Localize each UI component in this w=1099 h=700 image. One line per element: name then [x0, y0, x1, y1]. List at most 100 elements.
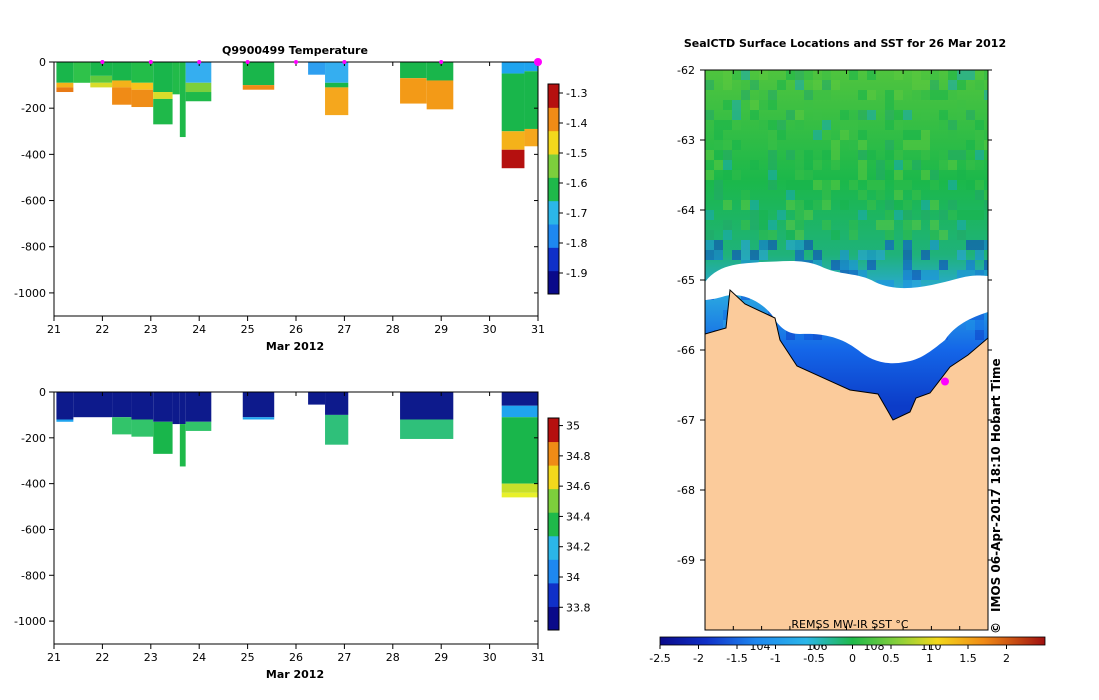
sst-pixel [768, 180, 777, 190]
sst-pixel [813, 330, 822, 340]
sst-pixel [939, 230, 948, 240]
sst-pixel [840, 200, 849, 210]
sst-pixel [975, 250, 984, 260]
sst-pixel [876, 250, 885, 260]
profile-position-marker [439, 60, 444, 64]
x-tick-label: 31 [531, 651, 545, 664]
sst-pixel [786, 240, 795, 250]
temperature-profile-cell [185, 82, 212, 93]
sst-pixel [795, 170, 804, 180]
sst-pixel [714, 140, 723, 150]
sst-pixel [984, 200, 988, 210]
sst-pixel [903, 140, 912, 150]
temperature-profile-cell [112, 87, 132, 105]
sst-pixel [723, 80, 732, 90]
salinity-profile-cell [501, 392, 538, 406]
x-tick-label: 24 [192, 323, 206, 336]
sst-pixel [822, 180, 831, 190]
colorbar-tick-label: -1.3 [566, 87, 587, 100]
salinity-profile-cell [325, 414, 349, 445]
temperature-profile-cell [524, 128, 538, 147]
y-tick-label: -200 [21, 432, 46, 445]
colorbar-tick-label: 35 [566, 420, 580, 433]
sst-pixel [957, 230, 966, 240]
sst-pixel [723, 120, 732, 130]
sst-pixel [885, 170, 894, 180]
temperature-profile-cell [426, 80, 454, 110]
temperature-profile-cell [325, 62, 349, 83]
sst-pixel [759, 240, 768, 250]
sst-pixel [714, 180, 723, 190]
sst-pixel [831, 180, 840, 190]
sst-pixel [894, 110, 903, 120]
sst-colorbar [659, 636, 1046, 646]
sst-pixel [966, 210, 975, 220]
sst-pixel [867, 250, 876, 260]
colorbar-segment [548, 488, 559, 513]
colorbar-tick-label: 34 [566, 571, 580, 584]
sst-pixel [741, 240, 750, 250]
sst-pixel [912, 190, 921, 200]
sst-colorbar-tick-label: 0.5 [882, 652, 900, 665]
sst-pixel [930, 230, 939, 240]
temperature-profile-cell [185, 62, 212, 83]
salinity-profile-cell [172, 392, 180, 425]
sst-pixel [705, 110, 714, 120]
sst-pixel [957, 270, 966, 280]
sst-pixel [741, 70, 750, 80]
sst-pixel [975, 190, 984, 200]
colorbar-tick-label: -1.9 [566, 267, 587, 280]
colorbar-segment [548, 512, 559, 537]
sst-pixel [903, 280, 912, 290]
sst-pixel [912, 160, 921, 170]
sst-pixel [903, 130, 912, 140]
sst-pixel [894, 70, 903, 80]
sst-pixel [768, 120, 777, 130]
colorbar-segment [548, 177, 559, 202]
map-field [705, 70, 988, 630]
y-tick-label: 0 [39, 56, 46, 69]
sst-pixel [723, 70, 732, 80]
sst-pixel [876, 190, 885, 200]
sst-pixel [732, 170, 741, 180]
temperature-profile-cell [185, 92, 212, 102]
salinity-colorbar-frame [547, 417, 560, 631]
sst-pixel [876, 170, 885, 180]
sst-pixel [939, 260, 948, 270]
sst-pixel [975, 130, 984, 140]
sst-pixel [912, 220, 921, 230]
sst-pixel [966, 260, 975, 270]
sst-pixel [903, 220, 912, 230]
sst-pixel [831, 150, 840, 160]
sst-pixel [705, 250, 714, 260]
colorbar-tick-label: -1.6 [566, 177, 587, 190]
sst-pixel [903, 210, 912, 220]
sst-pixel [822, 90, 831, 100]
lat-tick-label: -66 [677, 344, 695, 357]
sst-pixel [840, 130, 849, 140]
sst-pixel [786, 180, 795, 190]
sst-pixel [984, 140, 988, 150]
salinity-profile-cell [501, 483, 538, 493]
sst-pixel [750, 100, 759, 110]
sst-pixel [849, 260, 858, 270]
sst-pixel [921, 210, 930, 220]
temperature-profile-cell [131, 62, 154, 83]
salinity-profile-cell [242, 392, 275, 418]
salinity-profile-cell [501, 492, 538, 498]
sst-pixel [768, 230, 777, 240]
sst-pixel [768, 130, 777, 140]
sst-colorbar-label: REMSS MW-IR SST °C [791, 618, 909, 631]
sst-pixel [903, 240, 912, 250]
sst-pixel [984, 270, 988, 280]
sst-pixel [885, 120, 894, 130]
sst-pixel [750, 250, 759, 260]
sst-pixel [930, 200, 939, 210]
x-tick-label: 25 [241, 651, 255, 664]
colorbar-tick-label: 34.6 [566, 480, 591, 493]
temperature-profile-cell [56, 82, 74, 88]
salinity-profile-cell [73, 392, 113, 418]
map-title: SealCTD Surface Locations and SST for 26… [684, 37, 1006, 50]
sst-pixel [804, 210, 813, 220]
sst-pixel [876, 160, 885, 170]
